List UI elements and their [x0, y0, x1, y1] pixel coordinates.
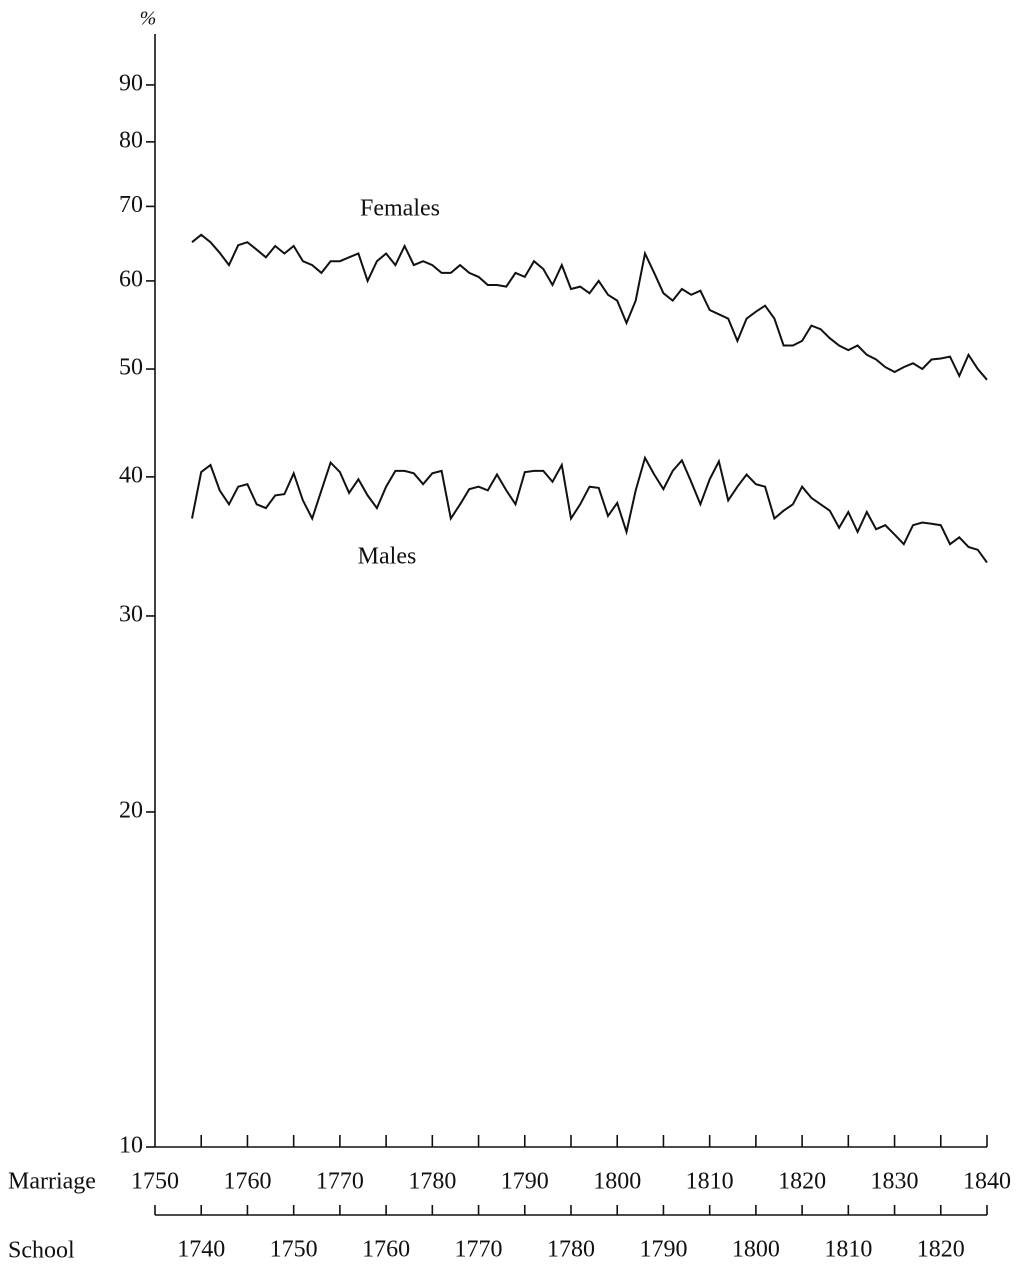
x-tick-label: 1770 [316, 1169, 364, 1195]
x2-tick-label: 1810 [824, 1237, 872, 1263]
series-line [191, 455, 988, 564]
x2-tick-label: 1780 [547, 1237, 595, 1263]
x2-tick-label: 1790 [639, 1237, 687, 1263]
x-axis-label: Marriage [8, 1169, 96, 1195]
y-tick-label: 50 [119, 355, 143, 381]
series-label: Males [358, 544, 417, 570]
y-tick-label: 60 [119, 266, 143, 292]
x-tick-label: 1750 [131, 1169, 179, 1195]
y-tick-label: 10 [119, 1133, 143, 1159]
x2-axis-label: School [8, 1238, 75, 1264]
x2-tick-label: 1800 [732, 1237, 780, 1263]
y-tick-label: 70 [119, 192, 143, 218]
y-tick-label: 30 [119, 601, 143, 627]
x2-tick-label: 1820 [917, 1237, 965, 1263]
x-tick-label: 1780 [408, 1169, 456, 1195]
y-tick-label: 40 [119, 462, 143, 488]
series-label: Females [360, 196, 440, 222]
x-tick-label: 1760 [223, 1169, 271, 1195]
x-tick-label: 1820 [778, 1169, 826, 1195]
x-tick-label: 1800 [593, 1169, 641, 1195]
x-tick-label: 1790 [501, 1169, 549, 1195]
x2-tick-label: 1740 [177, 1237, 225, 1263]
x-tick-label: 1840 [963, 1169, 1011, 1195]
y-tick-label: 20 [119, 797, 143, 823]
x2-tick-label: 1760 [362, 1237, 410, 1263]
y-tick-label: 90 [119, 70, 143, 96]
series-line [191, 233, 988, 381]
x-tick-label: 1830 [871, 1169, 919, 1195]
x2-tick-label: 1750 [270, 1237, 318, 1263]
y-tick-label: 80 [119, 127, 143, 153]
y-axis-label: % [140, 8, 157, 30]
x2-tick-label: 1770 [455, 1237, 503, 1263]
x-tick-label: 1810 [686, 1169, 734, 1195]
